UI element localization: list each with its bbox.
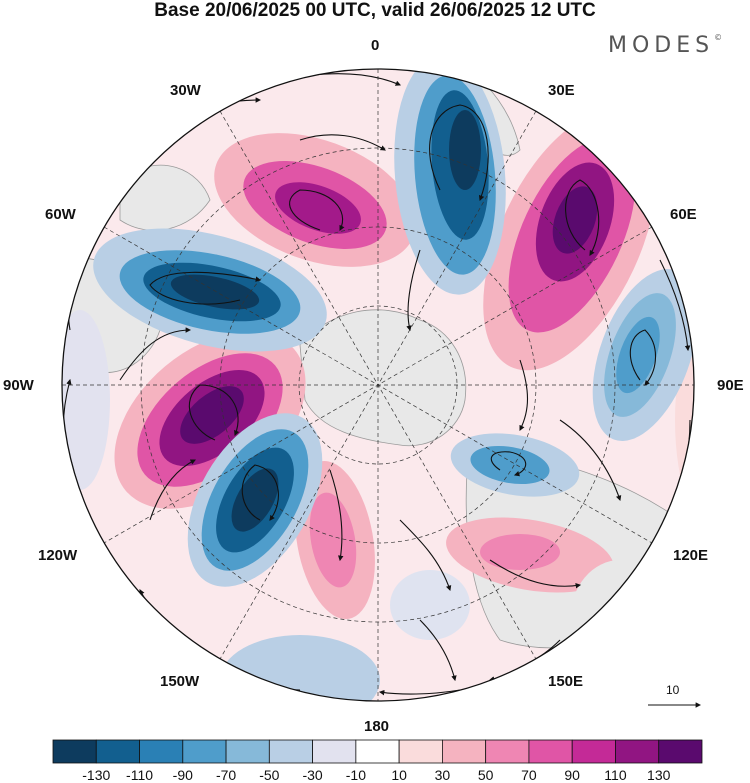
colorbar-tick-label: 50	[477, 767, 494, 783]
lon-label-90e: 90E	[717, 377, 744, 394]
lon-label-150e: 150E	[548, 673, 584, 690]
lon-label-180: 180	[364, 718, 390, 735]
modes-logo: MODES©	[608, 33, 723, 58]
colorbar-cell	[268, 739, 314, 764]
colorbar-cell	[571, 739, 616, 764]
map-title: Base 20/06/2025 00 UTC, valid 26/06/2025…	[154, 0, 596, 21]
colorbar-cell	[485, 739, 530, 764]
colorbar-cell	[441, 739, 487, 764]
lon-label-150w: 150W	[160, 673, 200, 690]
colorbar-cell	[528, 739, 573, 764]
colorbar-tick-label: -50	[259, 767, 280, 783]
colorbar-tick-label: -110	[126, 767, 154, 783]
lon-label-30w: 30W	[170, 82, 201, 99]
colorbar-tick-label: 10	[391, 767, 407, 783]
lon-label-120e: 120E	[673, 547, 709, 564]
colorbar-tick-label: -130	[82, 767, 111, 783]
colorbar-cell	[95, 739, 140, 764]
colorbar-cell	[139, 739, 184, 764]
colorbar-tick-label: 70	[521, 767, 537, 783]
lon-label-120w: 120W	[38, 547, 78, 564]
colorbar-cell	[398, 739, 443, 764]
colorbar-tick-label: -30	[302, 767, 323, 783]
lon-label-30e: 30E	[548, 82, 575, 99]
colorbar-cell	[355, 739, 400, 764]
lon-label-0: 0	[371, 37, 380, 54]
colorbar-tick-label: -70	[215, 767, 237, 783]
colorbar-tick-label: -90	[172, 767, 193, 783]
colorbar-cell	[225, 739, 270, 764]
colorbar-cell	[52, 739, 97, 764]
colorbar-cell	[658, 739, 703, 764]
colorbar-tick-label: 30	[434, 767, 451, 783]
colorbar-cell	[615, 739, 660, 764]
colorbar-cell	[312, 739, 357, 764]
colorbar-tick-label: 110	[604, 767, 627, 783]
colorbar-cell	[182, 739, 227, 764]
vector-reference-label: 10	[666, 683, 680, 697]
lon-label-90w: 90W	[3, 377, 34, 394]
colorbar-tick-label: -10	[345, 767, 366, 783]
lon-label-60w: 60W	[45, 206, 76, 223]
colorbar-tick-label: 130	[647, 767, 671, 783]
graticule	[62, 69, 694, 701]
lon-label-60e: 60E	[670, 206, 697, 223]
colorbar-tick-label: 90	[564, 767, 580, 783]
